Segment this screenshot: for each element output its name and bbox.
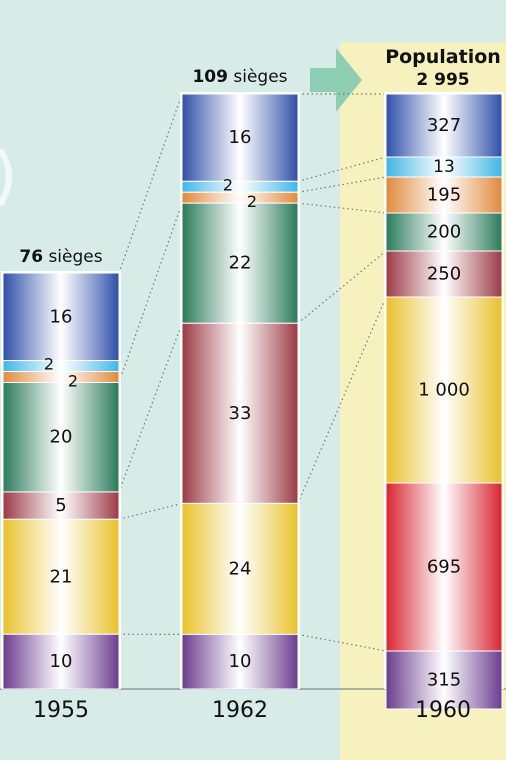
year-label-1962: 1962 <box>212 698 268 723</box>
bar1962-total-label: 109 sièges <box>192 67 287 87</box>
year-label-1955: 1955 <box>33 698 89 723</box>
connector-1962-1960-3 <box>297 202 387 214</box>
bar1955-total-unit: sièges <box>48 247 102 267</box>
segment-1962-4 <box>181 322 299 504</box>
segment-label-1960-7: 315 <box>427 670 461 691</box>
segment-label-1955-1: 2 <box>44 355 54 374</box>
decorative-arc <box>0 148 12 207</box>
segment-1955-2 <box>2 371 120 383</box>
segment-1955-6 <box>2 633 120 690</box>
bar-1960: 327 13 195 200 250 1 000 695 315 <box>384 92 504 710</box>
segment-1960-3 <box>385 212 503 252</box>
segment-1962-1 <box>181 180 299 193</box>
segment-1962-0 <box>181 93 299 182</box>
connector-1955-1962-3 <box>118 502 183 520</box>
segment-1962-5 <box>181 502 299 635</box>
segment-label-1960-0: 327 <box>427 115 461 136</box>
arrow-icon <box>310 48 362 112</box>
segment-label-1955-0: 16 <box>50 306 73 327</box>
bar1962-total-value: 109 <box>192 67 228 87</box>
segment-1955-5 <box>2 518 120 635</box>
segment-label-1955-3: 20 <box>50 427 73 448</box>
connector-1962-1960-2 <box>297 176 387 193</box>
segment-label-1960-5: 1 000 <box>418 380 470 401</box>
segment-label-1955-2: 2 <box>68 372 78 391</box>
segment-1960-0 <box>385 93 503 158</box>
segment-1960-5 <box>385 296 503 484</box>
segment-1955-1 <box>2 360 120 373</box>
segment-1960-2 <box>385 176 503 214</box>
bar1962-total-unit: sièges <box>233 67 287 87</box>
segment-label-1962-0: 16 <box>229 127 252 148</box>
segment-1960-4 <box>385 250 503 298</box>
segment-label-1955-4: 5 <box>55 495 66 516</box>
segment-label-1960-1: 13 <box>433 157 455 177</box>
year-label-1960: 1960 <box>415 698 471 723</box>
segment-label-1960-2: 195 <box>427 185 461 206</box>
segment-label-1955-5: 21 <box>50 566 73 587</box>
connector-1955-1962-1 <box>118 202 183 383</box>
segment-label-1955-6: 10 <box>50 651 73 672</box>
population-title: Population <box>385 46 501 68</box>
bar1955-total-value: 76 <box>19 247 43 267</box>
segment-label-1962-2: 2 <box>247 192 257 211</box>
segment-label-1962-1: 2 <box>223 175 233 194</box>
segment-1960-6 <box>385 482 503 652</box>
connector-1962-1960-6 <box>297 633 387 652</box>
segment-label-1960-4: 250 <box>427 264 461 285</box>
segment-label-1962-6: 10 <box>229 651 252 672</box>
population-total: 2 995 <box>416 70 469 90</box>
connector-1962-1960-4 <box>297 250 387 324</box>
bar-1955: 16 22 20 5 21 10 <box>1 271 121 690</box>
segment-label-1962-5: 24 <box>229 558 252 579</box>
segment-label-1962-4: 33 <box>229 403 252 424</box>
segment-1955-0 <box>2 272 120 362</box>
bar1955-total-label: 76 sièges <box>19 247 102 267</box>
connector-1962-1960-1 <box>297 156 387 182</box>
connector-1955-1962-2 <box>118 323 183 493</box>
connector-1962-1960-5 <box>297 296 387 504</box>
segment-1962-2 <box>181 191 299 204</box>
connector-1955-1962-0 <box>118 93 183 274</box>
segment-1962-3 <box>181 202 299 324</box>
segment-label-1960-3: 200 <box>427 222 461 243</box>
segment-1962-6 <box>181 633 299 690</box>
segment-label-1962-3: 22 <box>229 253 252 274</box>
segment-1955-3 <box>2 381 120 493</box>
segment-label-1960-6: 695 <box>427 557 461 578</box>
segment-1960-7 <box>385 650 503 710</box>
connector-lines <box>118 93 506 652</box>
segment-1955-4 <box>2 491 120 520</box>
